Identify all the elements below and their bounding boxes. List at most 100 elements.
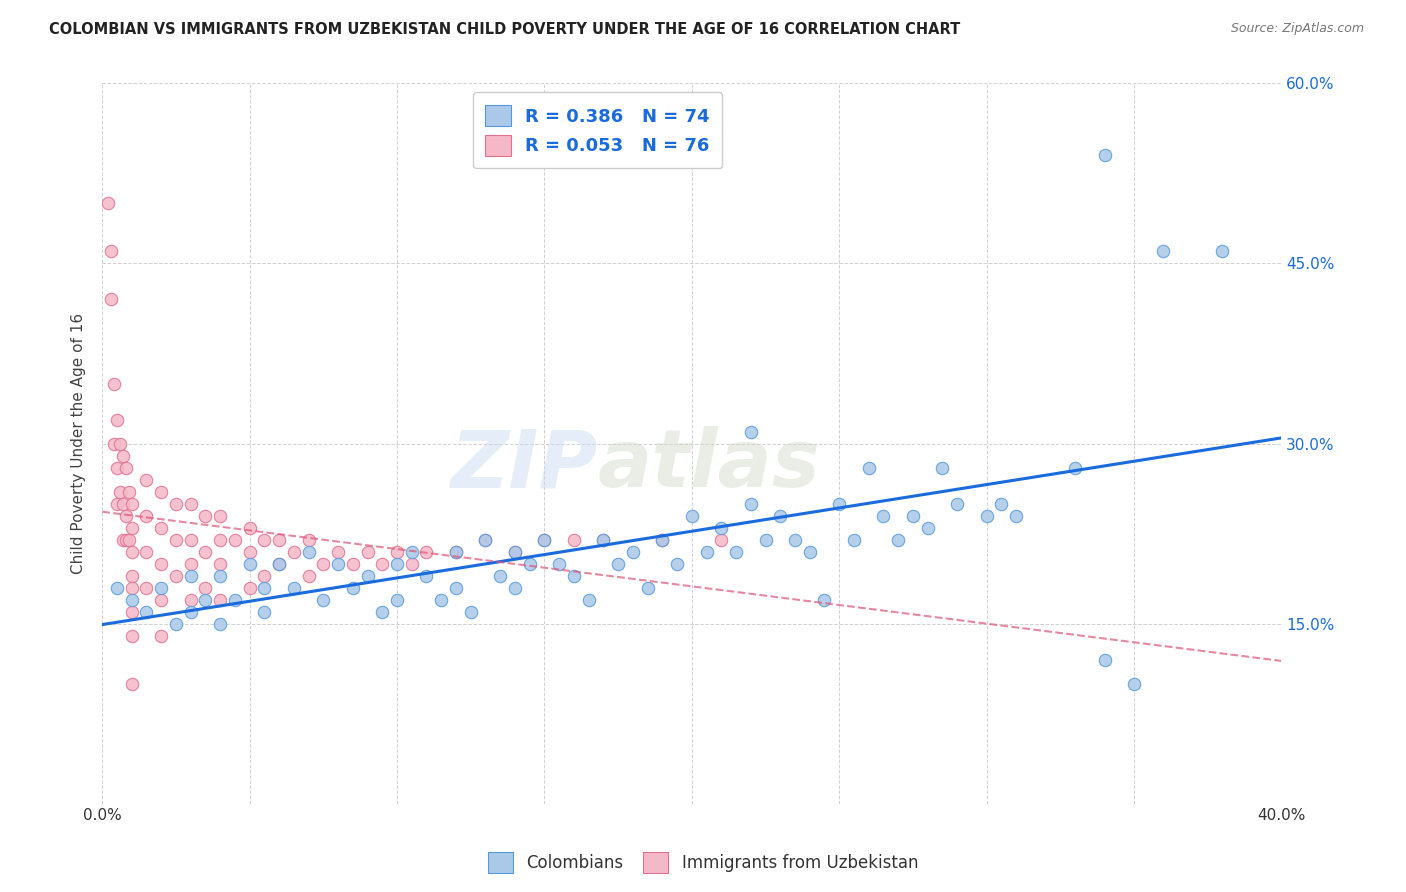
Point xyxy=(474,533,496,547)
Point xyxy=(105,497,128,511)
Point xyxy=(194,508,217,523)
Point xyxy=(150,557,173,571)
Point xyxy=(842,533,865,547)
Point xyxy=(121,497,143,511)
Point xyxy=(1123,676,1146,690)
Point xyxy=(118,484,141,499)
Point xyxy=(253,605,276,619)
Point xyxy=(103,436,125,450)
Point xyxy=(607,557,630,571)
Point xyxy=(592,533,614,547)
Point xyxy=(799,544,821,558)
Point xyxy=(114,508,136,523)
Point xyxy=(519,557,541,571)
Point xyxy=(253,533,276,547)
Point xyxy=(503,581,526,595)
Point xyxy=(224,592,246,607)
Point xyxy=(415,544,437,558)
Point xyxy=(887,533,910,547)
Point xyxy=(489,568,512,582)
Point xyxy=(108,484,131,499)
Point xyxy=(342,581,364,595)
Point xyxy=(253,581,276,595)
Point xyxy=(562,568,585,582)
Point xyxy=(872,508,894,523)
Point xyxy=(150,484,173,499)
Point xyxy=(401,557,423,571)
Point xyxy=(828,497,851,511)
Point xyxy=(754,533,776,547)
Point xyxy=(562,533,585,547)
Point xyxy=(121,592,143,607)
Point xyxy=(165,533,187,547)
Point xyxy=(100,244,122,259)
Point xyxy=(710,520,733,534)
Point xyxy=(533,533,555,547)
Point xyxy=(1211,244,1233,259)
Point xyxy=(180,557,202,571)
Point xyxy=(121,629,143,643)
Point xyxy=(901,508,924,523)
Point xyxy=(209,568,232,582)
Point xyxy=(253,568,276,582)
Point xyxy=(297,544,319,558)
Point xyxy=(460,605,482,619)
Point xyxy=(931,460,953,475)
Point xyxy=(1064,460,1087,475)
Point xyxy=(209,508,232,523)
Point xyxy=(1005,508,1028,523)
Point xyxy=(548,557,571,571)
Point xyxy=(165,568,187,582)
Legend: R = 0.386   N = 74, R = 0.053   N = 76: R = 0.386 N = 74, R = 0.053 N = 76 xyxy=(472,93,723,169)
Point xyxy=(121,520,143,534)
Point xyxy=(724,544,747,558)
Point xyxy=(371,557,394,571)
Point xyxy=(97,196,120,211)
Point xyxy=(503,544,526,558)
Point xyxy=(239,557,262,571)
Point xyxy=(111,449,134,463)
Point xyxy=(111,497,134,511)
Point xyxy=(239,520,262,534)
Point xyxy=(740,425,762,439)
Point xyxy=(111,533,134,547)
Point xyxy=(239,581,262,595)
Point xyxy=(150,581,173,595)
Point xyxy=(990,497,1012,511)
Point xyxy=(783,533,806,547)
Point xyxy=(121,544,143,558)
Y-axis label: Child Poverty Under the Age of 16: Child Poverty Under the Age of 16 xyxy=(72,313,86,574)
Point xyxy=(976,508,998,523)
Point xyxy=(283,581,305,595)
Point xyxy=(917,520,939,534)
Point xyxy=(209,533,232,547)
Point xyxy=(121,581,143,595)
Point xyxy=(503,544,526,558)
Point xyxy=(100,293,122,307)
Point xyxy=(297,568,319,582)
Point xyxy=(385,592,408,607)
Text: COLOMBIAN VS IMMIGRANTS FROM UZBEKISTAN CHILD POVERTY UNDER THE AGE OF 16 CORREL: COLOMBIAN VS IMMIGRANTS FROM UZBEKISTAN … xyxy=(49,22,960,37)
Point xyxy=(342,557,364,571)
Point xyxy=(740,497,762,511)
Point xyxy=(444,544,467,558)
Point xyxy=(651,533,673,547)
Point xyxy=(1094,652,1116,666)
Point xyxy=(297,533,319,547)
Point xyxy=(180,533,202,547)
Point xyxy=(430,592,453,607)
Text: ZIP: ZIP xyxy=(450,426,598,504)
Point xyxy=(696,544,718,558)
Point xyxy=(326,557,349,571)
Point xyxy=(637,581,659,595)
Point xyxy=(105,412,128,426)
Point xyxy=(592,533,614,547)
Point xyxy=(385,544,408,558)
Point xyxy=(135,581,157,595)
Point xyxy=(533,533,555,547)
Point xyxy=(108,436,131,450)
Point xyxy=(326,544,349,558)
Point xyxy=(858,460,880,475)
Point xyxy=(194,581,217,595)
Point xyxy=(239,544,262,558)
